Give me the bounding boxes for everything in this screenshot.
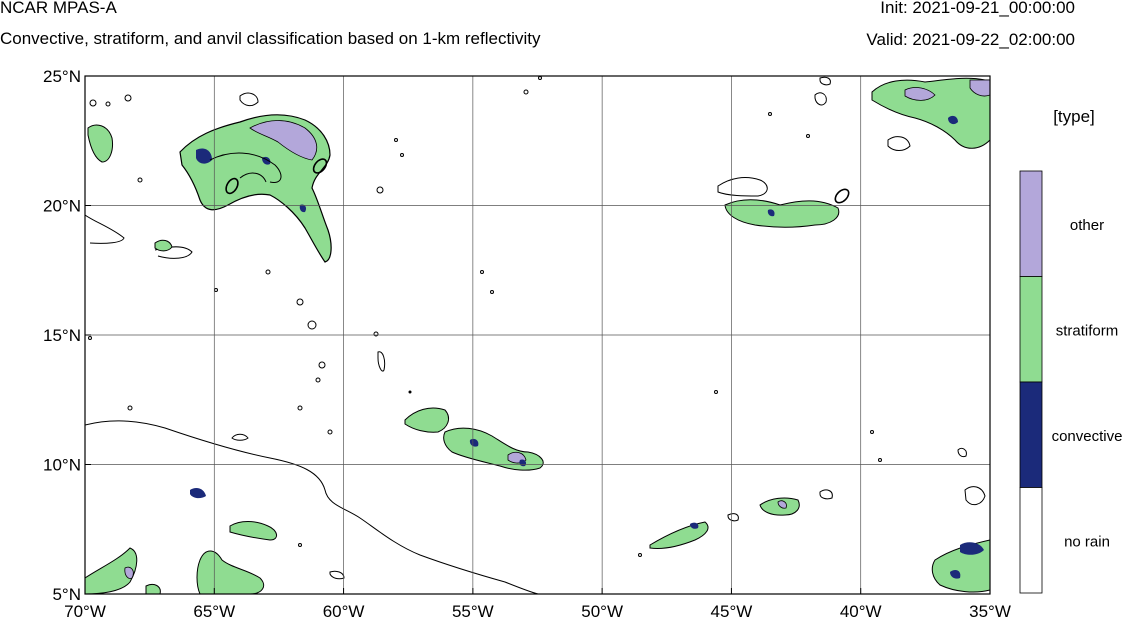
lat-tick-label: 5°N — [52, 585, 81, 604]
legend-swatch-no-rain — [1019, 487, 1043, 594]
lon-axis: 70°W 65°W 60°W 55°W 50°W 45°W 40°W 35°W — [64, 588, 1011, 621]
legend: [type] other stratiform convective no rain — [1019, 107, 1123, 594]
legend-label: no rain — [1064, 533, 1110, 550]
lon-tick-label: 50°W — [581, 602, 623, 621]
coastline-south-america — [85, 420, 539, 594]
storm-cluster-far-southeast — [931, 447, 990, 593]
legend-title: [type] — [1053, 107, 1095, 126]
storm-cluster-southeast — [649, 489, 833, 549]
lon-tick-label: 45°W — [711, 602, 753, 621]
lon-tick-label: 40°W — [840, 602, 882, 621]
storm-cluster-central — [373, 331, 544, 471]
valid-time: Valid: 2021-09-22_02:00:00 — [866, 30, 1075, 49]
legend-swatch-convective — [1019, 381, 1043, 488]
legend-colorbar: other stratiform convective no rain — [1019, 170, 1123, 594]
map-plot-area: 70°W 65°W 60°W 55°W 50°W 45°W 40°W 35°W 25°N 20°… — [43, 67, 1011, 621]
lat-tick-label: 20°N — [43, 197, 81, 216]
lon-tick-label: 65°W — [193, 602, 235, 621]
coastline-island-venezuela — [231, 433, 249, 441]
map-title: NCAR MPAS-A — [0, 0, 117, 17]
legend-label: other — [1070, 217, 1104, 234]
lat-tick-label: 10°N — [43, 456, 81, 475]
storm-cluster-east — [717, 177, 850, 228]
legend-label: convective — [1052, 428, 1123, 445]
lon-tick-label: 55°W — [452, 602, 494, 621]
storm-cluster-northeast — [814, 76, 990, 151]
lon-tick-label: 60°W — [323, 602, 365, 621]
lon-tick-label: 35°W — [969, 602, 1011, 621]
lon-tick-label: 70°W — [64, 602, 106, 621]
storm-cluster-southwest — [85, 488, 345, 594]
storm-cluster-small-west — [154, 92, 259, 252]
legend-swatch-stratiform — [1019, 276, 1043, 383]
storm-cluster-far-west — [87, 94, 143, 183]
legend-label: stratiform — [1056, 322, 1119, 339]
map-subtitle: Convective, stratiform, and anvil classi… — [0, 29, 541, 48]
init-time: Init: 2021-09-21_00:00:00 — [880, 0, 1075, 17]
storm-cluster-northwest — [179, 114, 332, 263]
legend-swatch-other — [1019, 170, 1043, 277]
lat-tick-label: 25°N — [43, 67, 81, 86]
coastline-puerto-rico — [85, 214, 125, 244]
lat-tick-label: 15°N — [43, 326, 81, 345]
lat-axis: 25°N 20°N 15°N 10°N 5°N — [43, 67, 91, 604]
map-gridlines — [85, 76, 990, 594]
scattered-small-cells — [88, 76, 882, 557]
precip-classification-field — [85, 76, 990, 594]
